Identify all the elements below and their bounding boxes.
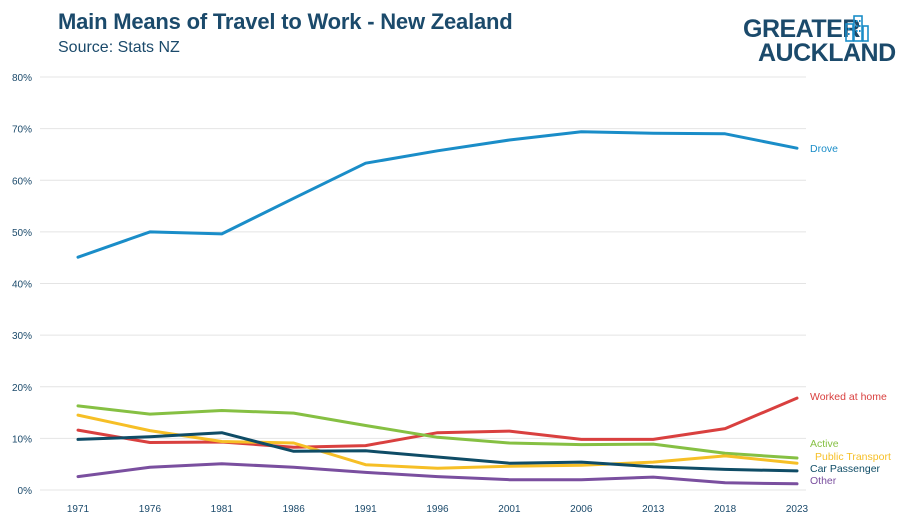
y-tick-label: 40% [12, 280, 32, 291]
chart-subtitle: Source: Stats NZ [58, 39, 180, 56]
x-tick-label: 2001 [498, 504, 521, 515]
series-line-worked-at-home [76, 396, 799, 449]
grid-lines [40, 76, 806, 491]
series-label-drove: Drove [810, 143, 838, 155]
series-line-drove [76, 130, 799, 259]
series-line-public-transport [76, 413, 799, 470]
y-tick-label: 60% [12, 176, 32, 187]
series-label-public-transport: Public Transport [815, 451, 891, 463]
y-tick-label: 10% [12, 434, 32, 445]
chart-title: Main Means of Travel to Work - New Zeala… [58, 9, 513, 34]
x-tick-label: 2018 [714, 504, 737, 515]
x-tick-label: 2023 [786, 504, 809, 515]
y-tick-label: 50% [12, 228, 32, 239]
y-tick-label: 80% [12, 73, 32, 84]
series-label-active: Active [810, 438, 839, 450]
x-tick-label: 2006 [570, 504, 593, 515]
series-label-worked-at-home: Worked at home [810, 391, 887, 403]
y-tick-label: 70% [12, 125, 32, 136]
greater-auckland-logo: GREATER AUCKLAND [740, 12, 900, 66]
x-axis-ticks: 1971 1976 1981 1986 1991 1996 2001 2006 2013 2018… [67, 504, 809, 515]
series-label-other: Other [810, 475, 837, 487]
x-tick-label: 1986 [283, 504, 306, 515]
x-tick-label: 1996 [426, 504, 449, 515]
y-tick-label: 30% [12, 331, 32, 342]
x-tick-label: 1981 [211, 504, 234, 515]
logo-line-2: AUCKLAND [758, 39, 896, 67]
series-line-active [76, 404, 799, 460]
x-tick-label: 2013 [642, 504, 665, 515]
y-tick-label: 20% [12, 383, 32, 394]
y-tick-label: 0% [18, 486, 33, 497]
series-line-car-passenger [76, 431, 799, 473]
series-line-other [76, 462, 799, 486]
y-axis-ticks: 0% 10% 20% 30% 40% 50% 60% 70% 80% [12, 73, 32, 497]
building-skyline-icon [845, 15, 869, 42]
x-tick-label: 1971 [67, 504, 90, 515]
x-tick-label: 1991 [354, 504, 377, 515]
series-label-car-passenger: Car Passenger [810, 463, 881, 475]
x-tick-label: 1976 [139, 504, 162, 515]
logo-line-1: GREATER [743, 15, 860, 43]
series-lines [76, 130, 799, 486]
